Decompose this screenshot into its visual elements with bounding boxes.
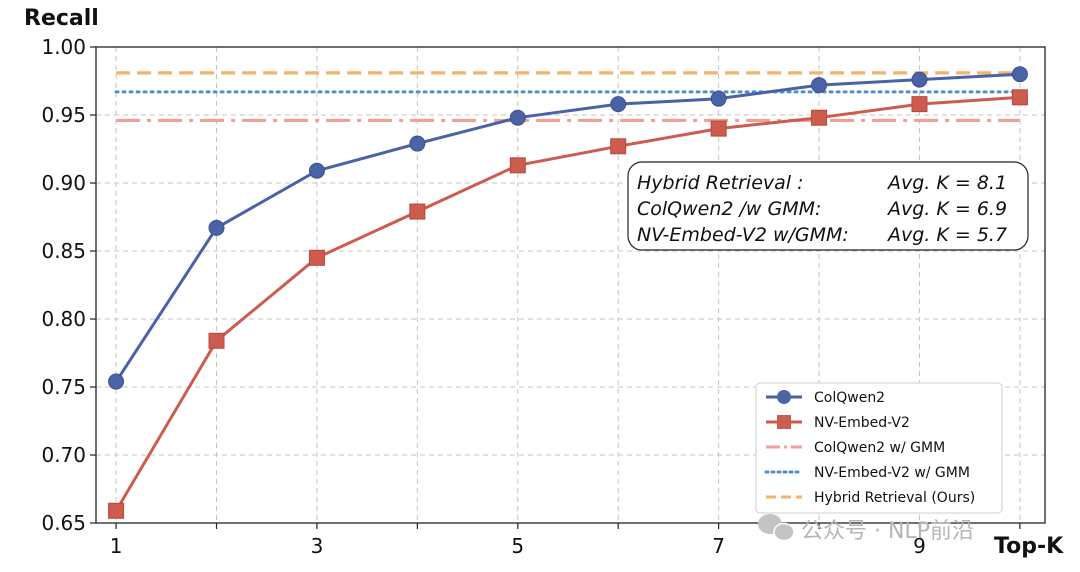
nv-embed-v2-point xyxy=(1011,89,1028,106)
colqwen2-point xyxy=(409,135,426,152)
y-tick-label: 0.85 xyxy=(41,239,86,263)
nv-embed-v2-point xyxy=(208,332,225,349)
nv-embed-v2-point xyxy=(108,502,125,519)
legend-label-colqwen2-gmm: ColQwen2 w/ GMM xyxy=(814,440,945,456)
y-tick-label: 0.75 xyxy=(41,375,86,399)
x-axis-title: Top-K xyxy=(994,534,1064,559)
nv-embed-v2-point xyxy=(710,120,727,137)
colqwen2-point xyxy=(811,77,828,94)
annotation-value-3: Avg. K = 5.7 xyxy=(886,224,1007,246)
colqwen2-point xyxy=(308,162,325,179)
x-tick-label: 3 xyxy=(311,534,324,558)
annotation-box xyxy=(627,161,1029,251)
colqwen2-point xyxy=(108,373,125,390)
legend-label-hybrid-retrieval: Hybrid Retrieval (Ours) xyxy=(814,490,975,506)
nv-embed-v2-point xyxy=(509,157,526,174)
colqwen2-point xyxy=(1011,66,1028,83)
legend-box xyxy=(755,382,1003,514)
legend: ColQwen2 NV-Embed-V2 ColQwen2 w/ GMM NV-… xyxy=(755,382,1003,514)
y-axis-title: Recall xyxy=(24,6,99,31)
annotation-label-3: NV-Embed-V2 w/GMM: xyxy=(637,224,849,246)
wechat-icon xyxy=(758,514,795,542)
reference-lines xyxy=(114,71,1022,123)
colqwen2-point xyxy=(911,71,928,88)
legend-label-nv-embed-v2: NV-Embed-V2 xyxy=(814,415,910,431)
y-tick-label: 0.90 xyxy=(41,171,86,195)
nv-embed-v2-point xyxy=(610,138,627,155)
ticks: 0.65 0.70 0.75 0.80 0.85 0.90 0.95 1.00 1 3 5 7 9 xyxy=(41,35,1021,558)
colqwen2-point xyxy=(208,219,225,236)
axes-frame xyxy=(95,46,1046,524)
legend-label-nv-embed-v2-gmm: NV-Embed-V2 w/ GMM xyxy=(814,465,970,481)
x-tick-label: 5 xyxy=(511,534,524,558)
legend-label-colqwen2: ColQwen2 xyxy=(814,390,885,406)
y-tick-label: 0.65 xyxy=(41,511,86,535)
y-tick-label: 0.70 xyxy=(41,443,86,467)
watermark: 公众号 · NLP前沿 xyxy=(758,514,974,544)
x-tick-label: 9 xyxy=(913,534,926,558)
colqwen2-point xyxy=(610,96,627,113)
annotation-label-1: Hybrid Retrieval : xyxy=(637,172,804,194)
colqwen2-point xyxy=(509,109,526,126)
nv-embed-v2-point xyxy=(811,109,828,126)
colqwen2-legend-swatch-marker xyxy=(777,390,791,404)
annotation-value-1: Avg. K = 8.1 xyxy=(886,172,1007,194)
annotation-value-2: Avg. K = 6.9 xyxy=(886,198,1007,220)
y-tick-label: 0.80 xyxy=(41,307,86,331)
y-tick-label: 1.00 xyxy=(41,35,86,59)
y-tick-label: 0.95 xyxy=(41,103,86,127)
watermark-text: 公众号 · NLP前沿 xyxy=(801,519,974,544)
x-tick-label: 1 xyxy=(110,534,123,558)
avg-k-annotation: Hybrid Retrieval : Avg. K = 8.1 ColQwen2… xyxy=(627,161,1029,251)
nv-embed-v2-line xyxy=(114,95,1021,512)
nv-embed-v2-point xyxy=(911,96,928,113)
legend-swatches xyxy=(764,390,804,499)
annotation-label-2: ColQwen2 /w GMM: xyxy=(637,198,821,220)
nv-embed-v2-point xyxy=(308,249,325,266)
colqwen2-point xyxy=(710,90,727,107)
nv-embed-v2-legend-swatch-marker xyxy=(777,415,791,429)
series xyxy=(108,66,1028,519)
x-tick-label: 7 xyxy=(712,534,725,558)
colqwen2-line xyxy=(114,72,1020,383)
nv-embed-v2-point xyxy=(409,203,426,220)
